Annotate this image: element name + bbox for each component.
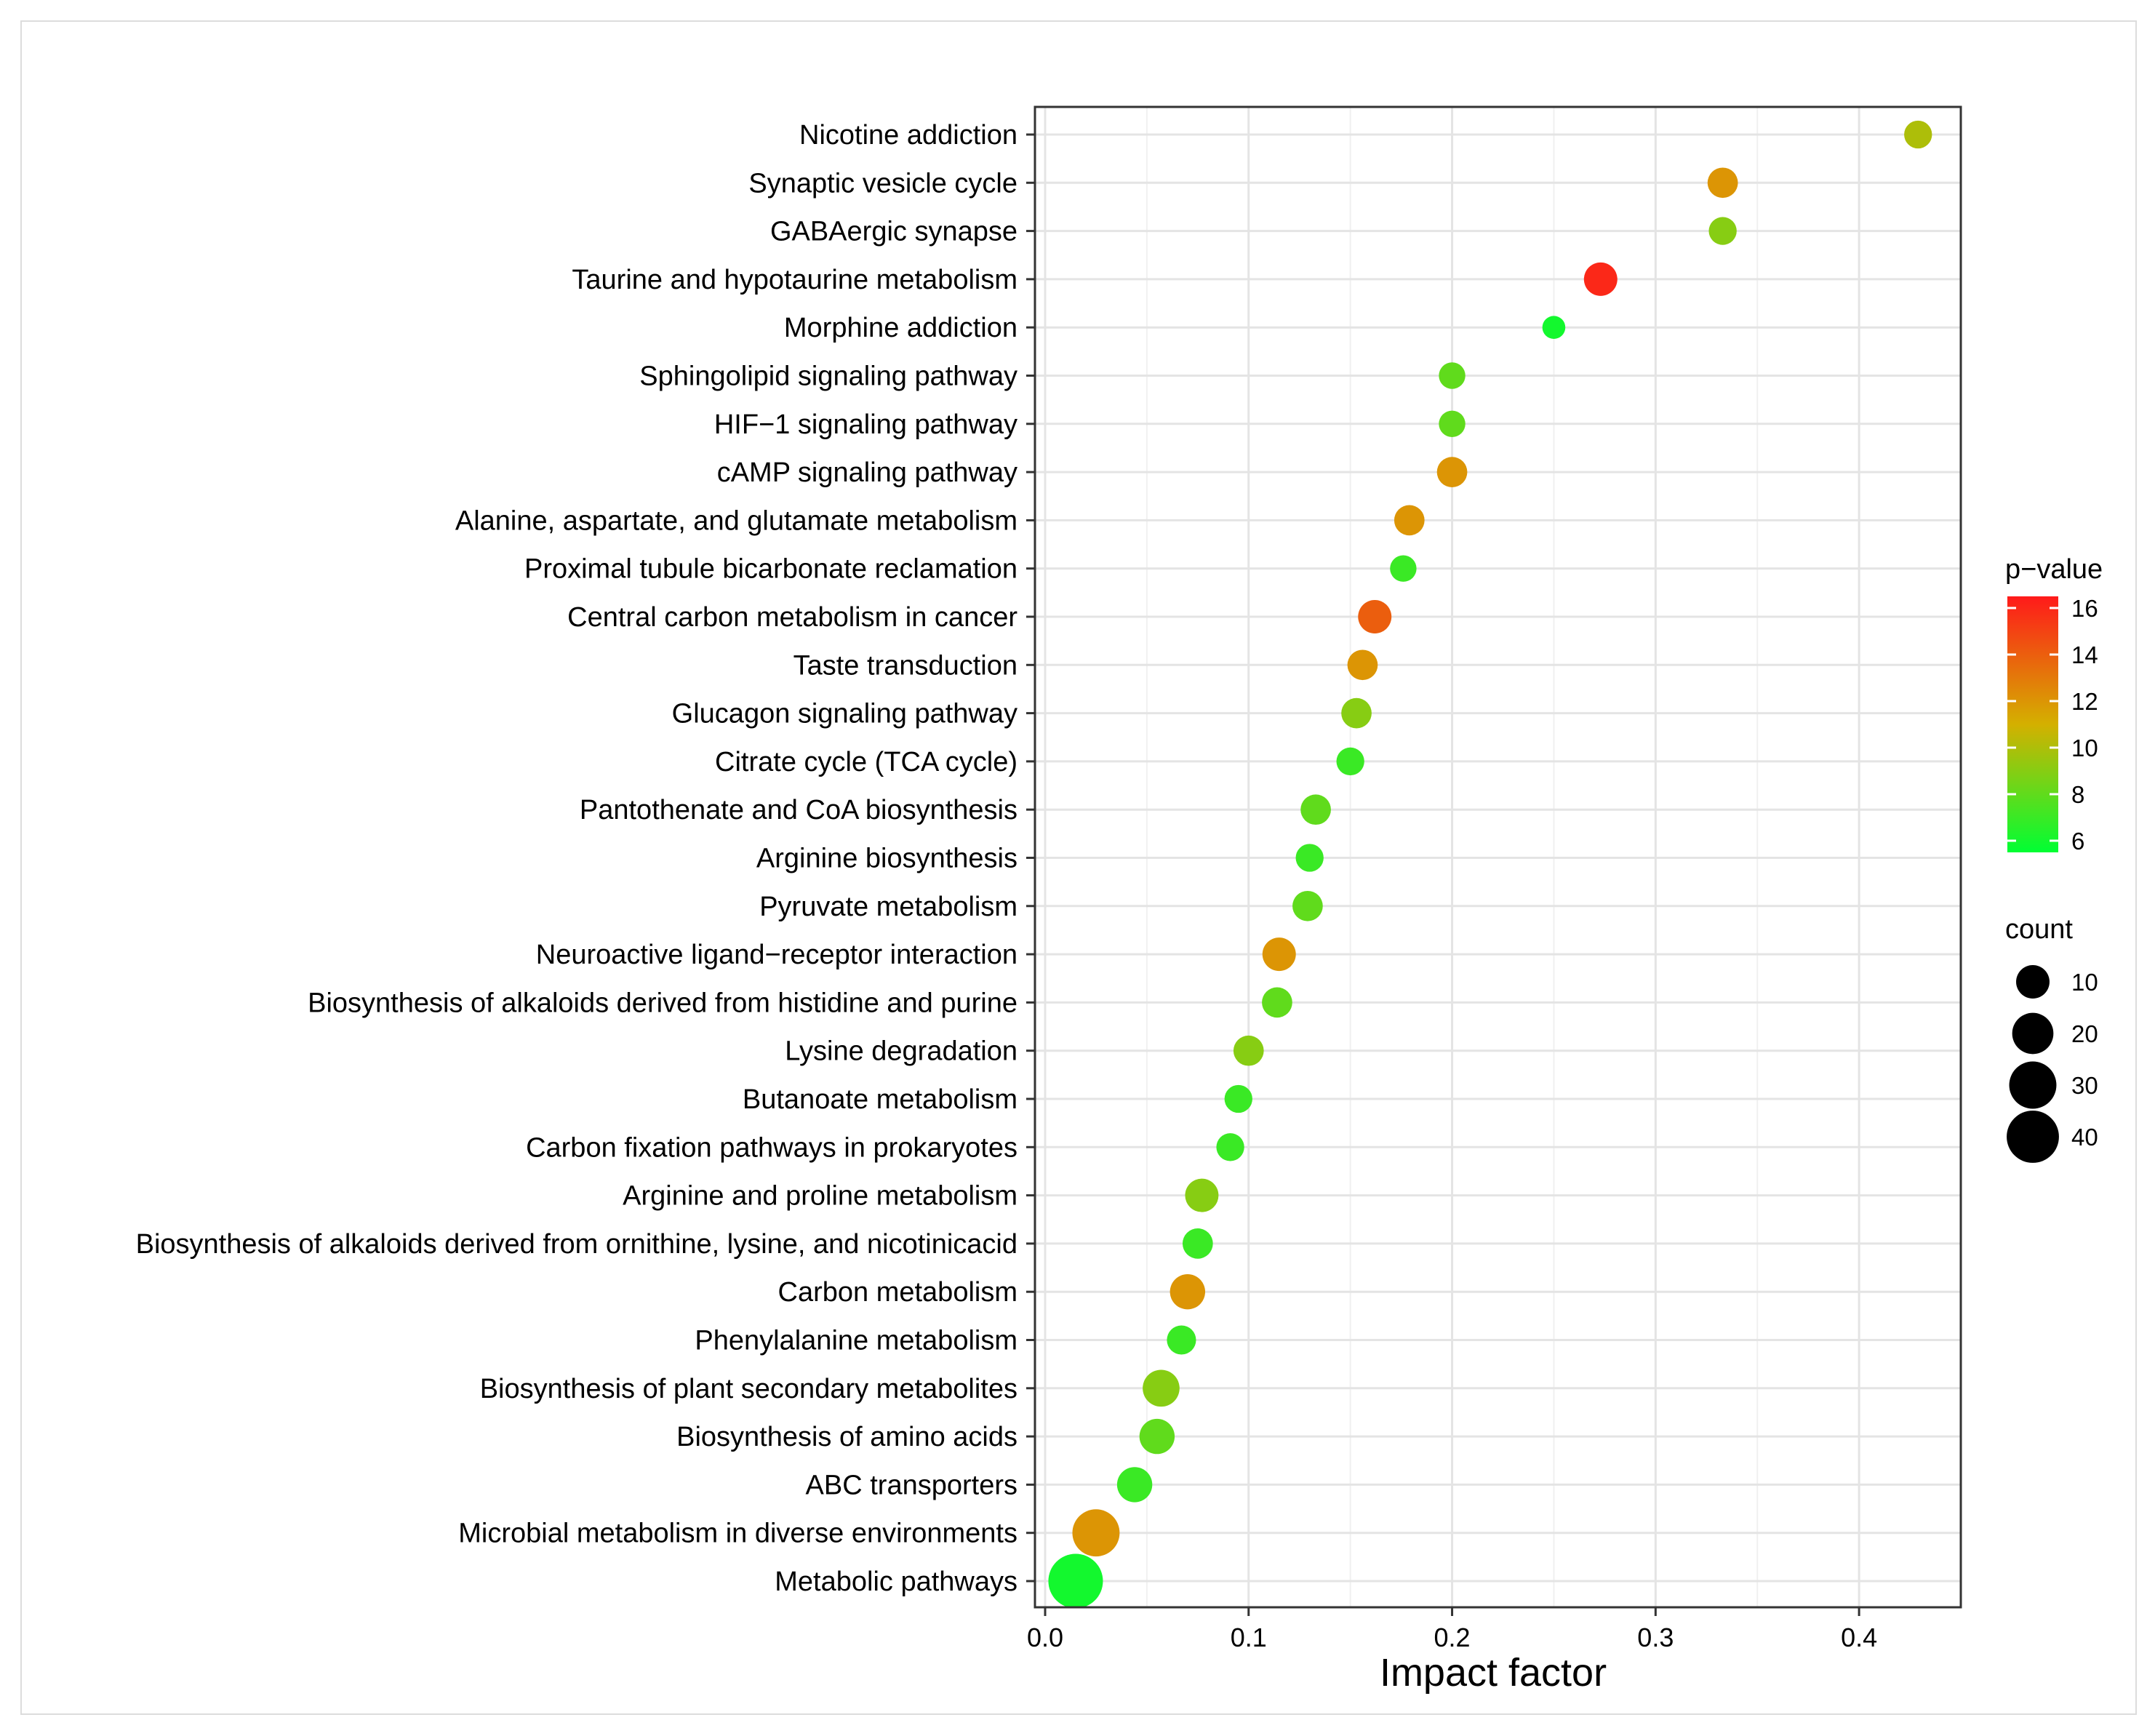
y-tick-label: Synaptic vesicle cycle — [748, 168, 1017, 199]
data-point — [1262, 937, 1296, 972]
data-point — [1185, 1178, 1219, 1212]
y-tick-label: Metabolic pathways — [775, 1567, 1017, 1597]
y-tick-label: Carbon fixation pathways in prokaryotes — [526, 1132, 1017, 1163]
x-tick-label: 0.2 — [1434, 1623, 1471, 1652]
color-legend-bar — [2007, 596, 2058, 852]
y-tick-label: Arginine biosynthesis — [756, 844, 1017, 874]
color-legend-ticks: 6 8 10 12 14 16 — [2007, 595, 2098, 855]
chart-frame — [20, 20, 2137, 1715]
y-tick-label: Carbon metabolism — [778, 1277, 1017, 1308]
data-point — [1295, 844, 1324, 872]
data-point — [1233, 1035, 1264, 1066]
y-tick-label: Proximal tubule bicarbonate reclamation — [524, 554, 1017, 585]
data-point — [1116, 1467, 1153, 1503]
color-legend-label: 8 — [2071, 781, 2084, 808]
data-point — [1707, 167, 1738, 199]
y-tick-label: Pantothenate and CoA biosynthesis — [580, 795, 1017, 825]
y-tick-label: ABC transporters — [806, 1470, 1017, 1500]
x-axis-title: Impact factor — [1380, 1651, 1607, 1695]
y-tick-label: Phenylalanine metabolism — [695, 1326, 1017, 1356]
size-legend-key — [2009, 1061, 2057, 1109]
color-legend-label: 6 — [2071, 828, 2084, 855]
size-legend-label: 10 — [2071, 969, 2098, 996]
data-point — [1439, 410, 1466, 437]
data-point — [1143, 1369, 1180, 1407]
y-tick-label: Citrate cycle (TCA cycle) — [715, 747, 1017, 777]
x-tick-label: 0.1 — [1231, 1623, 1267, 1652]
x-tick-label: 0.3 — [1637, 1623, 1674, 1652]
y-tick-label: Arginine and proline metabolism — [623, 1181, 1017, 1212]
y-tick-label: GABAergic synapse — [770, 217, 1017, 247]
data-point — [1341, 697, 1372, 729]
data-points — [1048, 120, 1932, 1609]
y-tick-label: Lysine degradation — [785, 1036, 1017, 1067]
y-tick-label: Glucagon signaling pathway — [672, 699, 1017, 729]
size-legend-label: 40 — [2071, 1124, 2098, 1151]
y-tick-label: Biosynthesis of plant secondary metaboli… — [480, 1374, 1017, 1404]
color-legend-title: p−value — [2005, 554, 2103, 585]
y-tick-label: Butanoate metabolism — [743, 1084, 1017, 1115]
size-legend-key — [2007, 1111, 2059, 1163]
data-point — [1347, 649, 1378, 681]
x-tick-label: 0.4 — [1841, 1623, 1877, 1652]
data-point — [1292, 890, 1323, 921]
y-tick-label: Biosynthesis of alkaloids derived from h… — [308, 988, 1017, 1018]
y-tick-label: Pyruvate metabolism — [759, 892, 1017, 922]
color-legend-label: 16 — [2071, 595, 2098, 622]
y-tick-label: Sphingolipid signaling pathway — [639, 361, 1017, 392]
data-point — [1170, 1273, 1206, 1310]
data-point — [1336, 747, 1364, 776]
size-legend-key — [2012, 1012, 2054, 1055]
data-point — [1216, 1133, 1244, 1161]
color-legend-label: 10 — [2071, 735, 2098, 761]
y-tick-label: Nicotine addiction — [799, 120, 1017, 151]
data-point — [1139, 1418, 1175, 1455]
y-tick-label: Taste transduction — [793, 650, 1017, 681]
size-legend-label: 20 — [2071, 1020, 2098, 1047]
data-point — [1904, 120, 1932, 149]
y-tick-label: Morphine addiction — [784, 313, 1017, 343]
y-tick-label: Microbial metabolism in diverse environm… — [458, 1519, 1017, 1549]
size-legend-items: 10 20 30 40 — [2007, 965, 2098, 1163]
y-tick-label: Neuroactive ligand−receptor interaction — [536, 940, 1017, 970]
y-tick-label: HIF−1 signaling pathway — [714, 409, 1017, 440]
data-point — [1262, 987, 1292, 1018]
data-point — [1048, 1553, 1103, 1609]
color-legend-label: 12 — [2071, 688, 2098, 715]
y-tick-label: Alanine, aspartate, and glutamate metabo… — [455, 505, 1017, 536]
axes: Nicotine addiction Synaptic vesicle cycle… — [136, 105, 1962, 1652]
data-point — [1583, 262, 1618, 296]
data-point — [1390, 555, 1417, 582]
y-tick-label: Biosynthesis of alkaloids derived from o… — [136, 1229, 1017, 1260]
x-tick-label: 0.0 — [1027, 1623, 1063, 1652]
data-point — [1436, 457, 1468, 487]
size-legend-key — [2016, 965, 2050, 999]
data-point — [1224, 1084, 1252, 1113]
data-point — [1072, 1509, 1120, 1557]
y-tick-label: Biosynthesis of amino acids — [676, 1422, 1017, 1452]
data-point — [1439, 362, 1466, 389]
y-tick-label: cAMP signaling pathway — [717, 457, 1017, 488]
data-point — [1300, 794, 1331, 825]
data-point — [1182, 1228, 1213, 1259]
data-point — [1542, 316, 1566, 339]
size-legend-title: count — [2005, 914, 2073, 945]
size-legend-label: 30 — [2071, 1072, 2098, 1099]
data-point — [1708, 217, 1737, 245]
y-tick-label: Taurine and hypotaurine metabolism — [572, 265, 1017, 295]
y-tick-label: Central carbon metabolism in cancer — [567, 602, 1017, 633]
data-point — [1394, 505, 1425, 536]
data-point — [1167, 1325, 1196, 1355]
data-point — [1358, 600, 1392, 633]
color-legend-label: 14 — [2071, 641, 2098, 668]
grid-lines — [1035, 107, 1961, 1607]
legend: p−value 6 8 10 12 14 16 count 10 20 30 40 — [2005, 554, 2103, 1163]
